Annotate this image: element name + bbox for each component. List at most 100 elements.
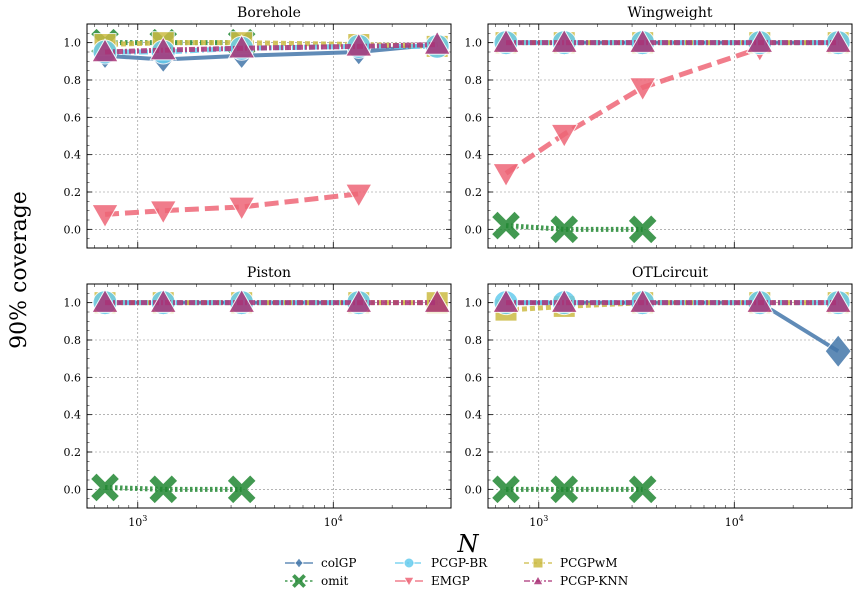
y-tick-label: 0.2 xyxy=(465,446,483,459)
y-tick-label: 1.0 xyxy=(64,297,82,310)
point-emgp xyxy=(344,183,373,208)
point-pcgp-knn xyxy=(824,28,852,53)
y-tick-label: 1.0 xyxy=(465,37,483,50)
y-tick-label: 1.0 xyxy=(465,297,483,310)
legend-label: PCGPwM xyxy=(560,556,617,570)
point-pcgp-knn xyxy=(149,288,178,313)
point-pcgp-knn xyxy=(492,28,520,53)
point-emgp xyxy=(628,77,657,102)
legend-marker xyxy=(403,557,415,569)
legend-item-emgp: EMGP xyxy=(395,574,470,588)
subplot-wingweight: Wingweight 0.0 0.2 0.4 0.6 0.8 1.0 xyxy=(465,5,853,249)
legend-item-colgp: colGP xyxy=(285,556,356,570)
point-emgp xyxy=(91,204,119,229)
point-pcgp-knn xyxy=(550,288,579,313)
subplot-title: OTLcircuit xyxy=(632,265,708,281)
legend-label: omit xyxy=(321,574,348,588)
point-pcgp-knn xyxy=(628,288,657,313)
x-axis-label: N xyxy=(457,530,480,558)
y-tick-label: 0.8 xyxy=(64,334,82,347)
y-tick-label: 0.4 xyxy=(465,409,483,422)
legend-marker xyxy=(532,557,544,569)
point-emgp xyxy=(492,163,520,188)
series-layer xyxy=(91,28,451,229)
axes-frame xyxy=(86,283,452,509)
y-tick-label: 0.8 xyxy=(465,334,483,347)
y-tick-label: 0.6 xyxy=(64,111,82,124)
point-omit xyxy=(91,473,119,502)
point-pcgp-knn xyxy=(149,36,178,61)
point-emgp xyxy=(149,200,178,225)
point-pcgp-knn xyxy=(227,34,256,59)
y-tick-label: 0.4 xyxy=(64,149,82,162)
subplot-grid: Borehole 0.0 0.2 0.4 0.6 0.8 1.0 Wingweight 0.0 0… xyxy=(64,5,853,529)
y-tick-label: 1.0 xyxy=(64,37,82,50)
x-tick-label: 103 xyxy=(529,514,548,529)
point-pcgp-knn xyxy=(344,288,373,313)
y-tick-label: 0.0 xyxy=(64,223,82,236)
legend-label: EMGP xyxy=(431,574,470,588)
series-line-emgp xyxy=(504,45,761,176)
series-line-omit xyxy=(104,484,242,492)
point-emgp xyxy=(227,196,256,221)
point-pcgp-knn xyxy=(745,28,774,53)
point-pcgp-knn xyxy=(628,28,657,53)
point-pcgp-knn xyxy=(91,37,119,63)
y-tick-label: 0.2 xyxy=(64,446,82,459)
subplot-borehole: Borehole 0.0 0.2 0.4 0.6 0.8 1.0 xyxy=(64,5,452,249)
y-tick-label: 0.0 xyxy=(465,223,483,236)
legend-label: colGP xyxy=(321,556,356,570)
point-omit xyxy=(550,475,579,504)
series-line-emgp xyxy=(104,191,360,217)
y-axis-label: 90% coverage xyxy=(7,191,32,349)
x-tick-label: 104 xyxy=(324,514,343,529)
series-line-omit xyxy=(505,223,643,232)
subplot-title: Borehole xyxy=(237,5,301,21)
y-tick-label: 0.2 xyxy=(64,186,82,199)
y-tick-label: 0.8 xyxy=(64,74,82,87)
legend-item-pcgpwm: PCGPwM xyxy=(524,556,617,570)
axes-frame xyxy=(487,283,853,509)
legend-item-pcgp-br: PCGP-BR xyxy=(395,556,488,570)
legend-marker xyxy=(292,574,306,588)
subplot-otlcircuit: OTLcircuit 0.0 0.2 0.4 0.6 0.8 1.0 103 104 xyxy=(465,265,853,529)
legend-label: PCGP-BR xyxy=(431,556,488,570)
y-tick-label: 0.8 xyxy=(465,74,483,87)
axes-frame xyxy=(86,23,452,249)
point-pcgp-knn xyxy=(227,288,256,313)
point-pcgp-knn xyxy=(344,32,373,57)
point-omit xyxy=(628,475,657,504)
point-omit xyxy=(628,215,657,244)
point-omit xyxy=(550,215,579,244)
legend-marker xyxy=(532,574,544,586)
point-pcgp-knn xyxy=(824,288,852,313)
point-omit xyxy=(149,475,178,504)
x-tick-label: 103 xyxy=(128,514,147,529)
subplot-title: Piston xyxy=(247,265,291,281)
y-tick-label: 0.6 xyxy=(64,371,82,384)
point-colgp xyxy=(824,334,852,369)
subplot-piston: Piston 0.0 0.2 0.4 0.6 0.8 1.0 103 104 xyxy=(64,265,452,529)
subplot-title: Wingweight xyxy=(628,5,713,21)
series-layer xyxy=(492,28,852,244)
legend-item-omit: omit xyxy=(285,574,348,588)
series-layer xyxy=(492,288,852,504)
x-tick-label: 104 xyxy=(725,514,744,529)
point-pcgp-knn xyxy=(423,30,451,55)
legend-marker xyxy=(294,557,304,569)
point-pcgp-knn xyxy=(550,28,579,53)
point-omit xyxy=(492,211,520,240)
point-omit xyxy=(492,475,520,504)
y-tick-label: 0.0 xyxy=(465,483,483,496)
y-tick-label: 0.4 xyxy=(64,409,82,422)
point-emgp xyxy=(550,123,579,149)
axes-frame xyxy=(487,23,853,249)
y-tick-label: 0.6 xyxy=(465,371,483,384)
point-pcgp-knn xyxy=(745,288,774,313)
point-pcgp-knn xyxy=(91,288,119,313)
legend: colGP omit PCGP-BR EMGP PCGPwM PCGP-KNN xyxy=(285,556,628,588)
y-tick-label: 0.4 xyxy=(465,149,483,162)
legend-label: PCGP-KNN xyxy=(560,574,628,588)
legend-item-pcgp-knn: PCGP-KNN xyxy=(524,574,628,588)
